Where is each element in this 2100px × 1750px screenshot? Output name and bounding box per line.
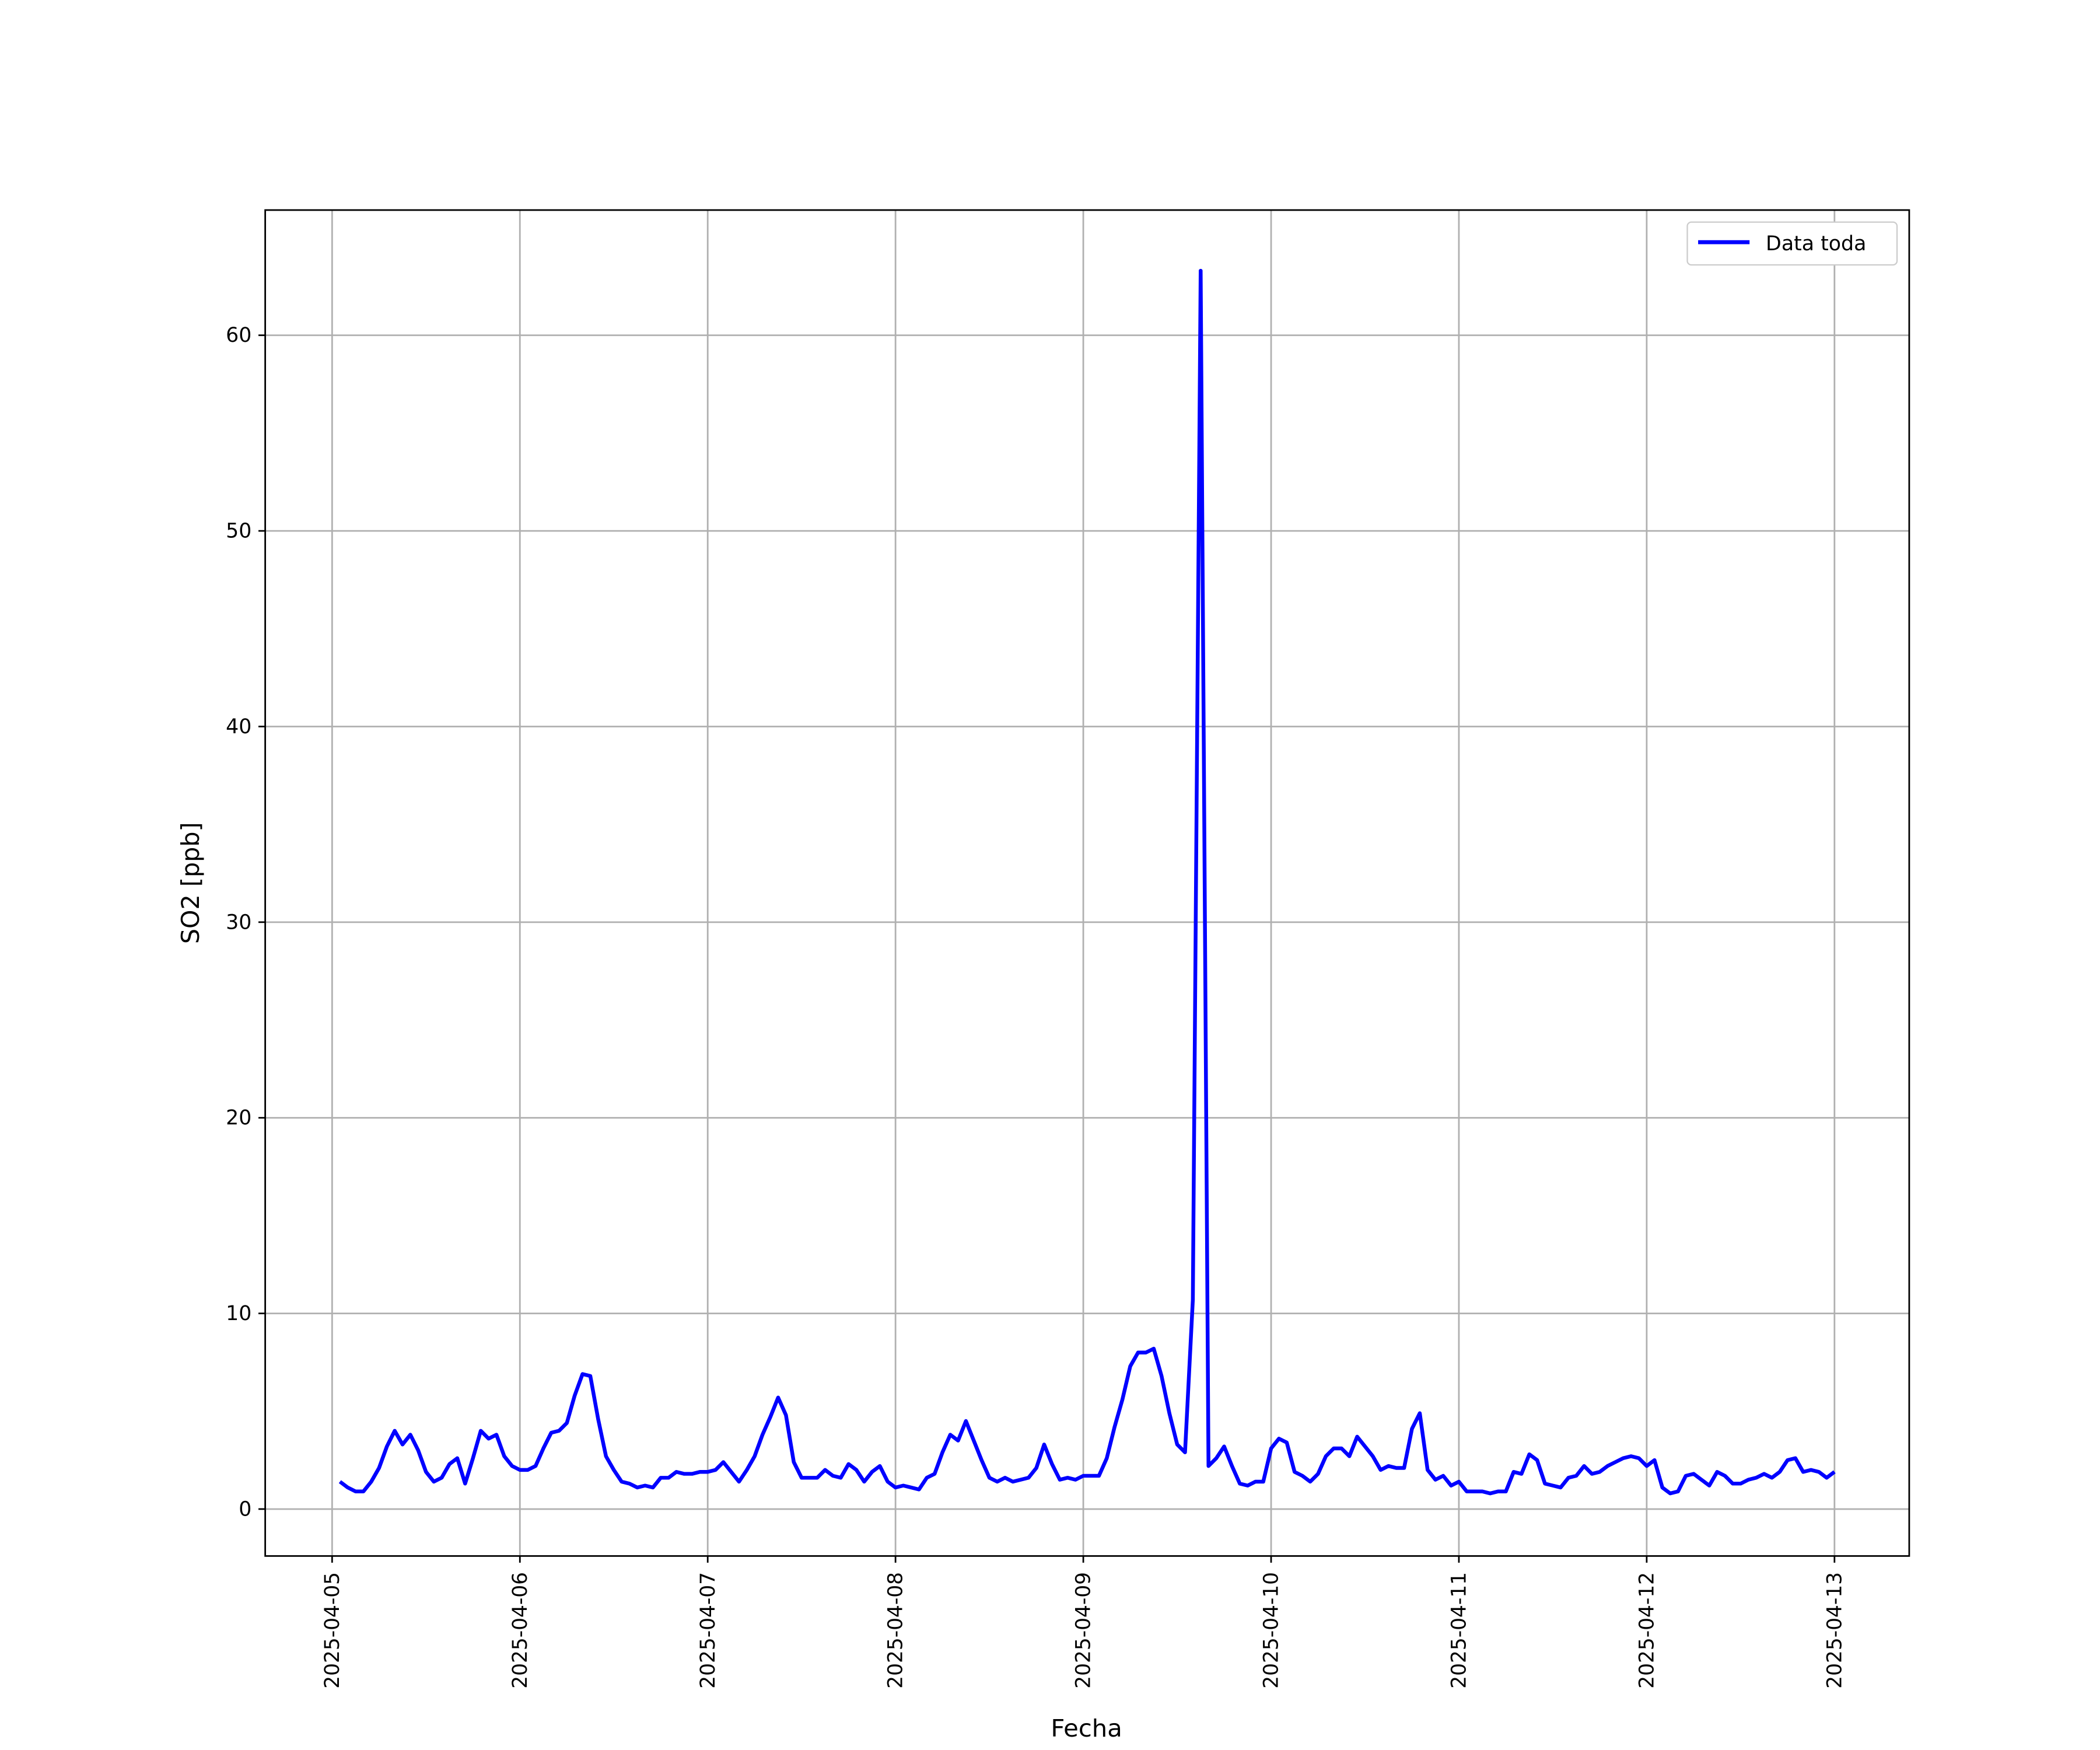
legend-label: Data toda: [1766, 232, 1866, 256]
x-tick-label: 2025-04-11: [1447, 1572, 1471, 1689]
plot-area: 0 10 20 30 40 50 60 2025-04-05 2025-04-06 2025-04…: [226, 210, 1909, 1689]
y-axis-label: SO2 [ppb]: [176, 822, 205, 944]
x-axis-label: Fecha: [1051, 1714, 1122, 1742]
y-tick-label: 0: [239, 1498, 251, 1521]
axes-frame: [264, 209, 1910, 1557]
y-tick-label: 50: [226, 520, 251, 543]
y-tick-label: 40: [226, 715, 251, 738]
y-tick-label: 30: [226, 911, 251, 934]
data-line: [338, 268, 1836, 1496]
y-tick-label: 20: [226, 1107, 251, 1130]
x-tick-label: 2025-04-12: [1635, 1572, 1658, 1689]
x-tick-label: 2025-04-10: [1259, 1572, 1283, 1689]
x-tick-label: 2025-04-07: [696, 1572, 720, 1689]
legend-box: [1686, 221, 1898, 266]
x-tick-label: 2025-04-09: [1072, 1572, 1096, 1689]
x-tick-label: 2025-04-13: [1823, 1572, 1846, 1689]
x-tick-label: 2025-04-08: [884, 1572, 908, 1689]
legend: Data toda: [1686, 221, 1898, 266]
y-tick-label: 10: [226, 1302, 251, 1325]
x-tick-label: 2025-04-06: [509, 1572, 532, 1689]
y-tick-label: 60: [226, 324, 251, 347]
x-tick-label: 2025-04-05: [321, 1572, 344, 1689]
